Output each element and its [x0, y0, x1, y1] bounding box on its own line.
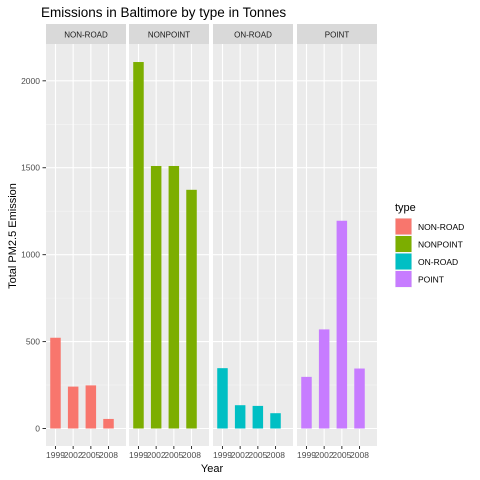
bar-nonpoint-2005	[168, 165, 180, 429]
legend-swatch-point	[395, 271, 412, 287]
y-axis-title: Total PM2.5 Emission	[7, 183, 19, 289]
legend-label: NON-ROAD	[418, 222, 464, 232]
facet-panels: NON-ROAD1999200220052008NONPOINT19992002…	[46, 24, 377, 460]
chart-title: Emissions in Baltimore by type in Tonnes	[41, 5, 286, 20]
bar-non-road-1999	[50, 337, 61, 429]
facet-strip-label: NON-ROAD	[64, 31, 108, 40]
x-tick-label: 2005	[248, 450, 267, 460]
x-tick-label: 2002	[315, 450, 334, 460]
legend-swatch-non-road	[395, 218, 412, 235]
bar-point-2002	[318, 329, 330, 429]
y-tick-label: 500	[26, 337, 40, 347]
bar-nonpoint-2008	[186, 189, 197, 429]
x-tick-label: 1999	[213, 450, 232, 460]
facet-strip-label: POINT	[325, 31, 350, 40]
x-tick-label: 2008	[182, 450, 201, 460]
bar-nonpoint-2002	[150, 165, 162, 429]
legend-swatch-on-road	[395, 253, 412, 270]
bar-on-road-2005	[252, 405, 264, 429]
x-tick-label: 2002	[147, 450, 166, 460]
bar-non-road-2002	[67, 386, 79, 429]
bar-on-road-2008	[270, 413, 281, 429]
y-tick-label: 1000	[21, 250, 40, 260]
x-tick-label: 2005	[332, 450, 351, 460]
x-axis-title: Year	[201, 463, 224, 475]
x-tick-label: 2008	[350, 450, 369, 460]
facet-strip	[129, 24, 209, 44]
legend-label: POINT	[418, 275, 444, 285]
y-axis: 0 500 1000 1500 2000	[21, 76, 46, 434]
x-tick-label: 1999	[129, 450, 148, 460]
facet-strip-label: NONPOINT	[148, 31, 190, 40]
x-tick-label: 2002	[231, 450, 250, 460]
legend-title: type	[395, 202, 416, 214]
facet-strip	[213, 24, 293, 44]
x-tick-label: 2005	[81, 450, 100, 460]
facet-strip-label: ON-ROAD	[234, 31, 272, 40]
x-tick-label: 2008	[266, 450, 285, 460]
bar-non-road-2008	[103, 418, 114, 429]
bar-on-road-2002	[234, 405, 246, 429]
x-tick-label: 2005	[164, 450, 183, 460]
legend-label: ON-ROAD	[418, 257, 458, 267]
facet-strip	[297, 24, 377, 44]
y-tick-label: 2000	[21, 76, 40, 86]
bar-non-road-2005	[85, 385, 97, 429]
bar-point-2008	[354, 368, 365, 429]
y-tick-label: 0	[35, 424, 40, 434]
bar-nonpoint-1999	[133, 62, 144, 429]
legend-swatch-nonpoint	[395, 236, 412, 252]
x-tick-label: 2008	[99, 450, 118, 460]
bar-point-2005	[336, 220, 348, 429]
x-tick-label: 2002	[64, 450, 83, 460]
facet-strip	[46, 24, 126, 44]
bar-point-1999	[301, 376, 312, 429]
legend-label: NONPOINT	[418, 240, 463, 250]
bar-on-road-1999	[217, 368, 228, 429]
x-tick-label: 1999	[46, 450, 65, 460]
y-tick-label: 1500	[21, 163, 40, 173]
x-tick-label: 1999	[297, 450, 316, 460]
legend: type NON-ROAD NONPOINT ON-ROAD POINT	[395, 202, 464, 288]
